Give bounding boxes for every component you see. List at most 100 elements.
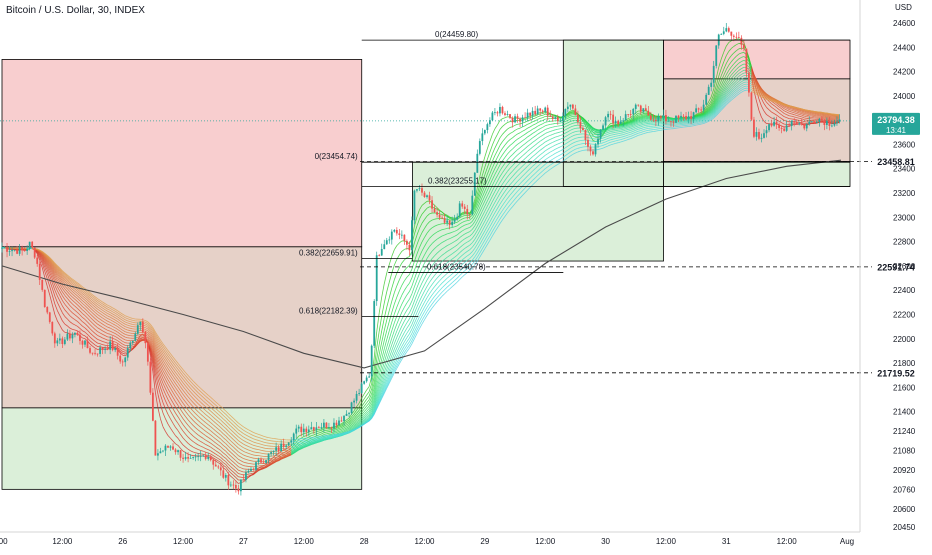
ribbon-segment <box>437 286 440 289</box>
ribbon-segment <box>440 283 443 286</box>
ribbon-segment <box>490 154 493 161</box>
ribbon-segment <box>500 148 503 152</box>
ribbon-segment <box>394 259 397 265</box>
ribbon-segment <box>422 302 425 307</box>
ribbon-segment <box>404 268 407 271</box>
ribbon-segment <box>419 307 422 312</box>
ribbon-segment <box>812 114 815 115</box>
ribbon-segment <box>827 120 830 121</box>
ribbon-segment <box>555 117 558 118</box>
ribbon-segment <box>596 130 599 131</box>
ribbon-segment <box>314 441 317 442</box>
ribbon-segment <box>643 116 646 117</box>
ribbon-segment <box>402 327 405 332</box>
ribbon-segment <box>535 123 538 125</box>
ribbon-segment <box>425 298 428 303</box>
ribbon-segment <box>525 151 528 153</box>
ribbon-segment <box>553 130 556 131</box>
ribbon-segment <box>435 284 438 287</box>
ribbon-segment <box>533 145 536 147</box>
ribbon-segment <box>535 143 538 145</box>
ribbon-segment <box>694 121 697 122</box>
ribbon-segment <box>412 307 415 313</box>
ribbon-segment <box>555 152 558 153</box>
ribbon-segment <box>520 127 523 128</box>
ribbon-segment <box>621 131 624 132</box>
ribbon-segment <box>261 450 264 451</box>
ribbon-segment <box>510 155 513 157</box>
ribbon-segment <box>533 136 536 138</box>
ribbon-segment <box>404 342 407 346</box>
ribbon-segment <box>326 432 329 433</box>
ribbon-segment <box>402 342 405 346</box>
ribbon-segment <box>402 281 405 285</box>
ribbon-segment <box>392 265 395 273</box>
zone-red <box>664 40 850 79</box>
ribbon-segment <box>812 115 815 116</box>
ribbon-segment <box>299 445 302 446</box>
ribbon-segment <box>789 116 792 117</box>
ribbon-segment <box>540 140 543 142</box>
ribbon-segment <box>130 328 133 329</box>
ribbon-segment <box>397 318 400 324</box>
ribbon-segment <box>417 301 420 307</box>
ribbon-segment <box>412 287 415 294</box>
ribbon-segment <box>334 430 337 431</box>
ribbon-segment <box>643 116 646 117</box>
ribbon-segment <box>422 271 425 276</box>
ribbon-segment <box>510 138 513 140</box>
ribbon-segment <box>558 151 561 152</box>
ribbon-segment <box>419 276 422 282</box>
ribbon-segment <box>827 117 830 118</box>
ribbon-segment <box>505 122 508 124</box>
ribbon-segment <box>367 387 370 390</box>
ribbon-segment <box>422 307 425 312</box>
ribbon-segment <box>389 301 392 310</box>
ribbon-segment <box>553 149 556 150</box>
ribbon-segment <box>621 133 624 134</box>
ribbon-segment <box>404 338 407 342</box>
ribbon-segment <box>384 273 387 284</box>
ribbon-segment <box>694 120 697 121</box>
ribbon-segment <box>507 140 510 142</box>
ribbon-segment <box>407 257 410 258</box>
ribbon-segment <box>467 220 470 221</box>
ribbon-segment <box>409 294 412 299</box>
ribbon-segment <box>694 122 697 123</box>
ribbon-segment <box>797 118 800 119</box>
ribbon-segment <box>560 123 563 124</box>
ribbon-segment <box>550 131 553 132</box>
ribbon-segment <box>533 150 536 152</box>
ribbon-segment <box>364 403 367 406</box>
ribbon-segment <box>543 126 546 128</box>
ribbon-segment <box>520 141 523 143</box>
ribbon-segment <box>497 145 500 150</box>
ribbon-segment <box>253 452 256 453</box>
ribbon-segment <box>397 291 400 297</box>
ribbon-segment <box>741 52 744 53</box>
ribbon-segment <box>407 283 410 286</box>
ribbon-segment <box>427 294 430 298</box>
ribbon-segment <box>103 345 106 346</box>
ribbon-segment <box>530 122 533 123</box>
ribbon-segment <box>495 151 498 156</box>
ribbon-segment <box>530 152 533 154</box>
ribbon-segment <box>548 128 551 129</box>
ribbon-segment <box>319 429 322 430</box>
ribbon-segment <box>417 307 420 313</box>
ribbon-segment <box>382 318 385 330</box>
ribbon-segment <box>407 275 410 278</box>
ribbon-segment <box>409 301 412 306</box>
ribbon-segment <box>402 249 405 251</box>
ribbon-segment <box>528 127 531 128</box>
ribbon-segment <box>558 143 561 144</box>
ribbon-segment <box>550 142 553 143</box>
ribbon-segment <box>545 136 548 137</box>
ribbon-segment <box>507 122 510 123</box>
ribbon-segment <box>528 149 531 151</box>
ribbon-segment <box>440 273 443 276</box>
ribbon-segment <box>404 295 407 299</box>
ribbon-segment <box>492 148 495 154</box>
